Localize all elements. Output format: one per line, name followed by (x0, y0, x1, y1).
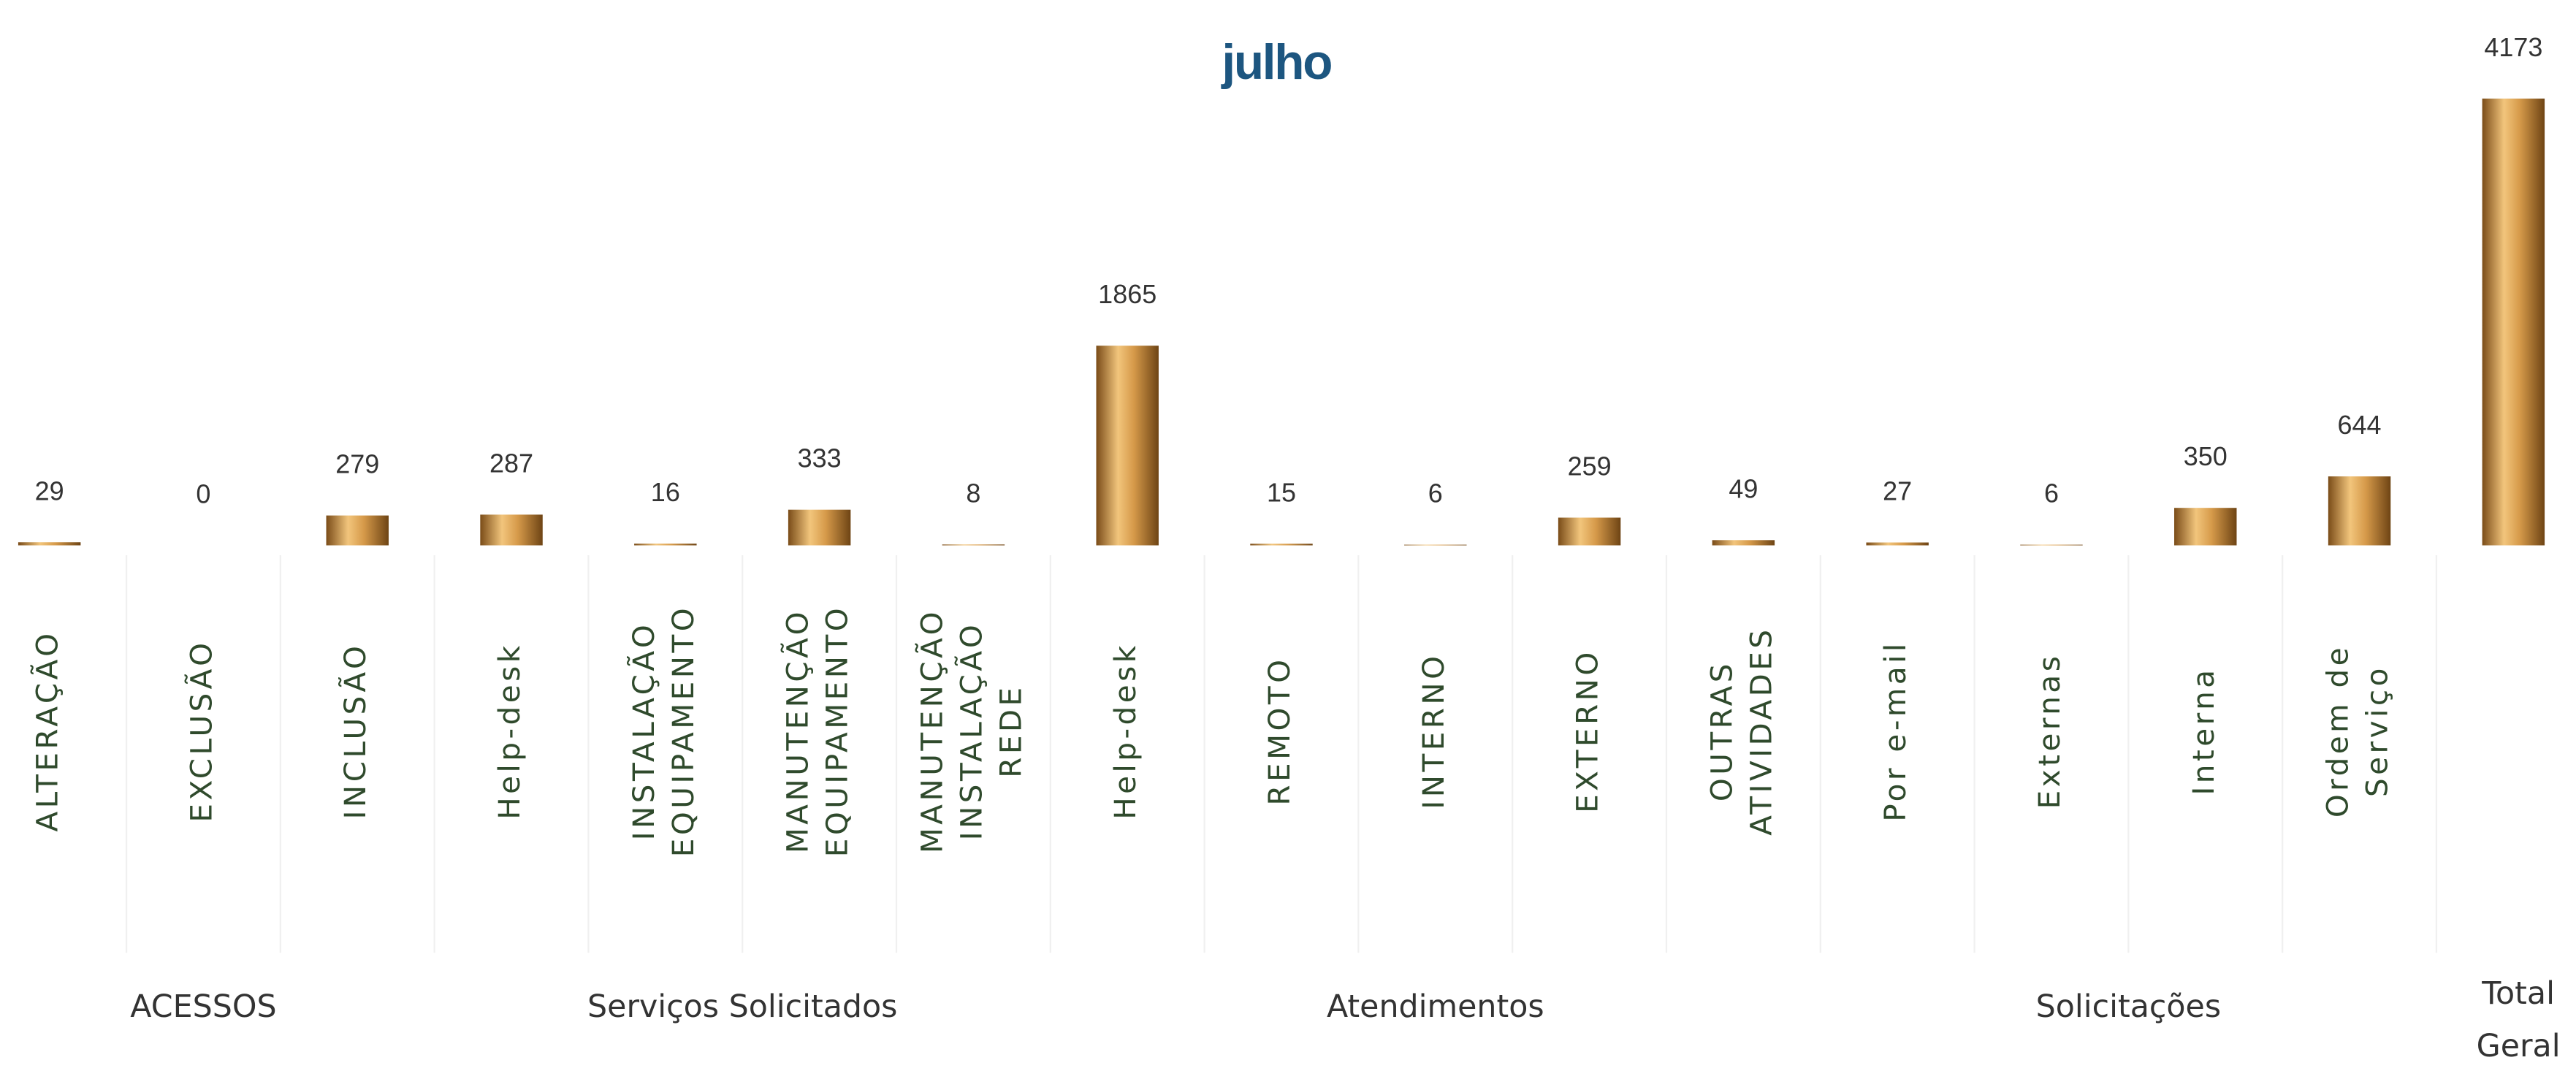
value-label: 15 (1267, 477, 1296, 507)
bar (788, 509, 851, 546)
group-label: ACESSOS (130, 988, 276, 1025)
bar (480, 514, 543, 546)
bar (634, 544, 697, 546)
x-tick-label: EXTERNO (1570, 649, 1605, 813)
x-tick-label: REMOTO (1262, 657, 1297, 806)
x-tick-label: Por e-mail (1878, 640, 1913, 821)
value-label: 6 (2044, 479, 2059, 508)
bar (326, 515, 389, 546)
value-label: 1865 (1098, 279, 1156, 309)
x-tick-label: MANUTENÇÃO (914, 609, 949, 853)
value-label: 16 (651, 477, 680, 507)
bar (18, 542, 81, 546)
x-tick-label: EQUIPAMENTO (666, 605, 701, 857)
bar (1866, 542, 1929, 546)
x-tick-label: Interna (2186, 666, 2221, 795)
bar (1250, 544, 1313, 546)
value-label: 259 (1568, 451, 1612, 481)
bar (2482, 98, 2545, 546)
value-label: 27 (1883, 476, 1912, 506)
value-label: 8 (966, 478, 980, 508)
x-tick-label: Externas (2032, 653, 2067, 809)
value-label: 4173 (2484, 32, 2542, 62)
x-tick-label: Serviço (2360, 665, 2395, 797)
value-label: 279 (335, 449, 379, 479)
bar (942, 544, 1005, 546)
x-tick-label: INCLUSÃO (338, 643, 373, 820)
value-label: 350 (2184, 441, 2228, 471)
x-tick-label: INSTALAÇÃO (626, 622, 661, 841)
x-tick-label: Help-desk (492, 642, 527, 819)
chart-title: julho (1220, 35, 1331, 90)
bar (2328, 476, 2391, 546)
x-tick-label: MANUTENÇÃO (780, 609, 815, 853)
value-label: 29 (35, 476, 64, 506)
x-tick-label: Ordem de (2320, 644, 2355, 817)
x-tick-label: INSTALAÇÃO (953, 622, 988, 841)
x-tick-label: ATIVIDADES (1743, 626, 1778, 835)
value-label: 333 (798, 443, 842, 473)
x-tick-label: Help-desk (1108, 642, 1143, 819)
value-label: 49 (1729, 473, 1758, 503)
value-label: 6 (1428, 479, 1443, 508)
x-tick-label: OUTRAS (1704, 660, 1739, 801)
bar (1712, 540, 1775, 546)
group-label: Atendimentos (1327, 988, 1544, 1025)
x-tick-label: EXCLUSÃO (183, 640, 218, 823)
bar (2174, 508, 2237, 546)
group-label: Geral (2477, 1028, 2561, 1064)
x-tick-label: REDE (993, 684, 1028, 777)
value-label: 0 (196, 479, 210, 509)
value-label: 644 (2338, 410, 2382, 440)
x-tick-label: EQUIPAMENTO (820, 605, 855, 857)
x-tick-label: ALTERAÇÃO (30, 630, 65, 832)
group-label: Total (2481, 975, 2555, 1012)
group-label: Serviços Solicitados (587, 988, 897, 1025)
group-label: Solicitações (2036, 988, 2221, 1025)
bar (1404, 544, 1467, 546)
bar (2020, 544, 2083, 546)
x-tick-label: INTERNO (1416, 652, 1451, 809)
value-label: 287 (489, 448, 533, 478)
bar (1096, 346, 1159, 546)
bar (1558, 517, 1621, 546)
